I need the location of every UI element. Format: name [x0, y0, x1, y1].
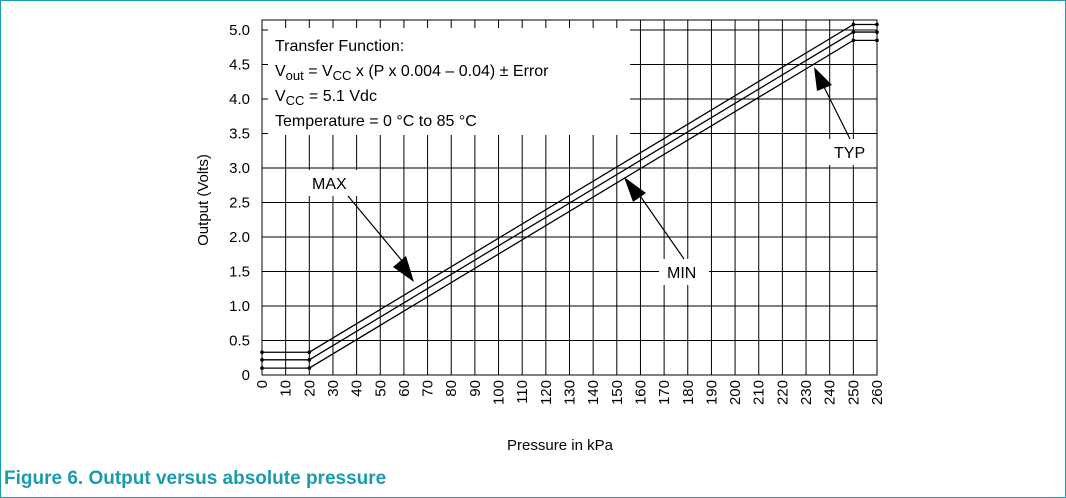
x-tick-label-150: 150	[609, 380, 626, 405]
y-axis-title: Output (Volts)	[195, 154, 212, 246]
x-tick-label-120: 120	[538, 380, 555, 405]
min-arrowhead	[624, 177, 646, 202]
y-tick-label-2.0: 2.0	[229, 229, 250, 246]
annotation-line-3: VCC = 5.1 Vdc	[275, 88, 377, 108]
y-tick-label-1.0: 1.0	[229, 298, 250, 315]
annotation-line-2-part-5: x (P x 0.004 – 0.04) ± Error	[351, 63, 549, 80]
min-arrow-line	[635, 189, 685, 260]
max-callout: MAX	[307, 170, 414, 282]
x-tick-label-50: 50	[372, 380, 389, 397]
series-line-typ	[262, 31, 877, 361]
series-point-typ-20	[307, 358, 312, 362]
y-tick-label-0: 0	[242, 367, 250, 384]
min-callout: MIN	[624, 177, 709, 285]
annotation-line-2-part-1: V	[275, 63, 286, 80]
series-line-min	[262, 39, 877, 369]
x-axis-title: Pressure in kPa	[507, 437, 614, 454]
x-tick-label-140: 140	[585, 380, 602, 405]
annotation-line-3-part-2: CC	[286, 93, 305, 108]
y-tick-label-0.5: 0.5	[229, 333, 250, 350]
annotation-line-2: Vout = VCC x (P x 0.004 – 0.04) ± Error	[275, 63, 549, 83]
x-tick-label-110: 110	[514, 380, 531, 404]
x-tick-label-100: 100	[491, 380, 508, 405]
series-point-min-20	[307, 366, 312, 370]
min-label-bg	[659, 259, 709, 285]
x-tick-label-80: 80	[443, 380, 460, 397]
annotation-box-bg	[268, 28, 630, 135]
x-tick-label-200: 200	[727, 380, 744, 405]
x-tick-label-0: 0	[254, 380, 271, 388]
x-tick-label-10: 10	[278, 380, 295, 397]
min-label: MIN	[667, 265, 696, 282]
y-tick-labels: 0 0.5 1.0 1.5 2.0 2.5 3.0 3.5 4.0 4.5 5.0	[229, 22, 250, 384]
y-tick-label-2.5: 2.5	[229, 195, 250, 212]
x-tick-labels: 0 10 20 30 40 50 60 70 80 90 100 110 120 130 140 150 160…	[254, 380, 886, 405]
x-tick-label-170: 170	[656, 380, 673, 405]
x-tick-label-130: 130	[562, 380, 579, 405]
annotation-line-2-part-4: CC	[333, 68, 352, 83]
x-tick-label-160: 160	[632, 380, 649, 405]
x-tick-label-60: 60	[396, 380, 413, 397]
series-line-max	[262, 23, 877, 353]
y-tick-label-4.5: 4.5	[229, 57, 250, 74]
y-tick-label-1.5: 1.5	[229, 264, 250, 281]
plot-border	[261, 19, 878, 376]
x-tick-label-250: 250	[845, 380, 862, 405]
x-tick-label-180: 180	[680, 380, 697, 405]
max-label: MAX	[312, 176, 347, 193]
y-tick-label-3.5: 3.5	[229, 126, 250, 143]
figure-caption: Figure 6. Output versus absolute pressur…	[4, 468, 387, 489]
x-tick-label-230: 230	[798, 380, 815, 405]
max-arrow-line	[347, 195, 409, 269]
annotation-line-3-part-3: = 5.1 Vdc	[304, 88, 377, 105]
x-tick-label-40: 40	[349, 380, 366, 397]
x-tick-label-90: 90	[467, 380, 484, 397]
x-tick-label-240: 240	[822, 380, 839, 405]
series-point-typ-250	[851, 30, 856, 34]
series-point-max-250	[851, 22, 856, 27]
typ-arrowhead	[814, 67, 832, 91]
typ-label-bg	[828, 139, 874, 165]
annotation-line-3-part-1: V	[275, 88, 286, 105]
x-tick-label-260: 260	[869, 380, 886, 405]
x-tick-label-70: 70	[420, 380, 437, 397]
y-tick-label-4.0: 4.0	[229, 91, 250, 108]
series-point-max-20	[307, 350, 312, 355]
annotation-line-1: Transfer Function:	[275, 38, 404, 55]
typ-callout: TYP	[814, 67, 874, 165]
typ-arrow-line	[822, 84, 851, 140]
x-tick-label-190: 190	[703, 380, 720, 405]
annotation-line-2-part-3: = V	[304, 63, 333, 80]
series-point-min-250	[851, 38, 856, 43]
y-tick-label-5.0: 5.0	[229, 22, 250, 39]
y-tick-label-3.0: 3.0	[229, 160, 250, 177]
x-tick-label-30: 30	[325, 380, 342, 397]
x-tick-label-20: 20	[301, 380, 318, 397]
x-tick-label-220: 220	[774, 380, 791, 405]
max-arrowhead	[393, 256, 414, 282]
x-tick-label-210: 210	[751, 380, 768, 405]
max-label-bg	[307, 170, 359, 196]
transfer-function-box: Transfer Function: Vout = VCC x (P x 0.0…	[268, 28, 630, 135]
typ-label: TYP	[834, 145, 865, 162]
annotation-line-4: Temperature = 0 °C to 85 °C	[275, 113, 477, 130]
series-lines	[260, 22, 879, 370]
annotation-line-2-part-2: out	[286, 68, 304, 83]
